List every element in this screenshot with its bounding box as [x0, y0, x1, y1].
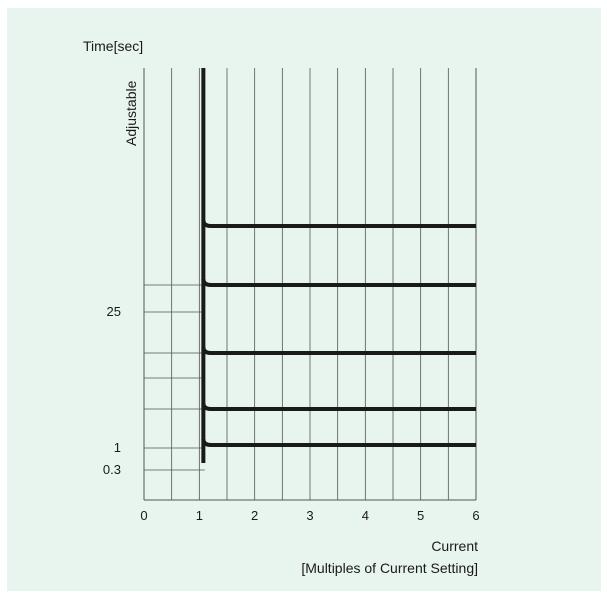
y-tick-label: 25	[107, 304, 121, 319]
y-tick-label: 0.3	[103, 462, 121, 477]
x-axis-title-line1: Current	[431, 538, 478, 554]
tcc-chart: 0 1 2 3 4 5 6 25 1 0.3 Time[sec] Adjustable Current […	[83, 38, 480, 576]
x-tick-label: 4	[362, 508, 369, 523]
time-curve-5	[201, 438, 476, 447]
y-axis-title: Time[sec]	[83, 38, 143, 54]
x-tick-label: 6	[472, 508, 479, 523]
y-axis-annotation: Adjustable	[123, 80, 139, 146]
time-curve-4	[201, 402, 476, 411]
time-curve-2	[201, 278, 476, 287]
time-curve-1	[201, 219, 476, 228]
x-tick-label: 3	[306, 508, 313, 523]
x-axis-title-line2: [Multiples of Current Setting]	[301, 560, 478, 576]
x-tick-label: 2	[251, 508, 258, 523]
chart-panel: 0 1 2 3 4 5 6 25 1 0.3 Time[sec] Adjustable Current […	[7, 8, 601, 591]
time-curve-3	[201, 346, 476, 355]
x-tick-label: 5	[417, 508, 424, 523]
y-tick-label: 1	[114, 440, 121, 455]
x-tick-label: 0	[140, 508, 147, 523]
x-tick-label: 1	[196, 508, 203, 523]
